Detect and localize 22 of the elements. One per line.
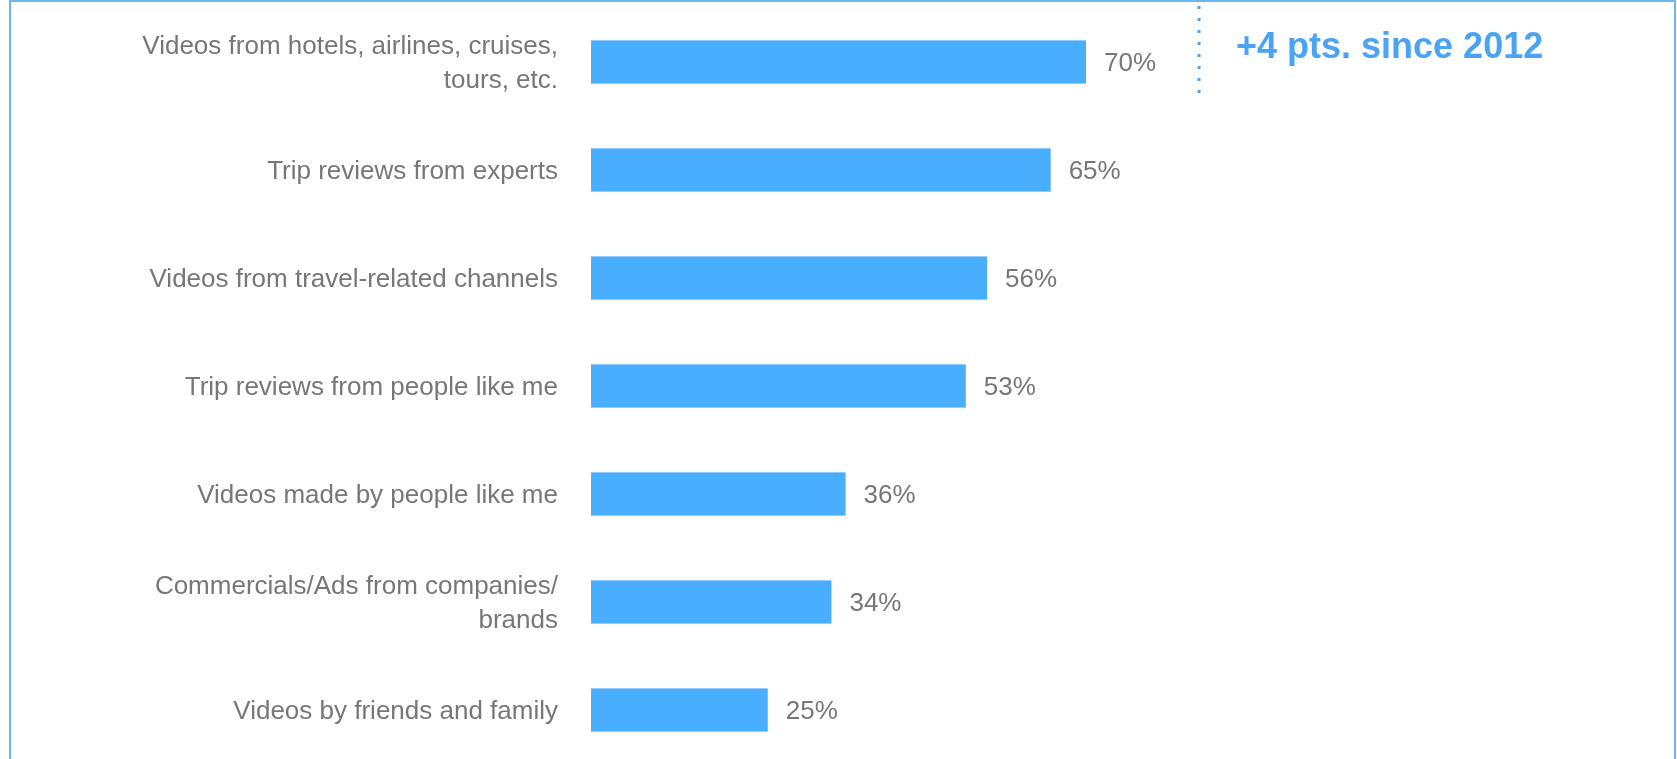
y-tick-label: Videos by friends and family bbox=[233, 695, 558, 726]
bar bbox=[591, 40, 1086, 84]
data-label: 36% bbox=[863, 479, 916, 510]
data-label: 25% bbox=[785, 695, 838, 726]
y-tick-label: Videos from hotels, airlines, cruises, tours, etc. bbox=[142, 30, 558, 95]
data-label: 53% bbox=[983, 371, 1036, 402]
bar bbox=[591, 364, 966, 408]
y-tick-label: Trip reviews from experts bbox=[267, 155, 558, 186]
bar bbox=[591, 580, 832, 624]
y-tick-label: Videos made by people like me bbox=[197, 479, 558, 510]
bar bbox=[591, 688, 768, 732]
y-tick-label: Videos from travel-related channels bbox=[149, 263, 558, 294]
bar bbox=[591, 256, 987, 300]
text: +4 pts. since 2012 bbox=[1236, 24, 1544, 66]
bar bbox=[591, 148, 1051, 192]
y-tick-label: Commercials/Ads from companies/ brands bbox=[154, 570, 559, 635]
bar bbox=[591, 472, 846, 516]
data-label: 56% bbox=[1005, 263, 1058, 294]
y-tick-label: Trip reviews from people like me bbox=[184, 371, 558, 402]
data-label: 34% bbox=[849, 587, 902, 618]
data-label: 70% bbox=[1104, 47, 1157, 78]
data-label: 65% bbox=[1068, 155, 1121, 186]
